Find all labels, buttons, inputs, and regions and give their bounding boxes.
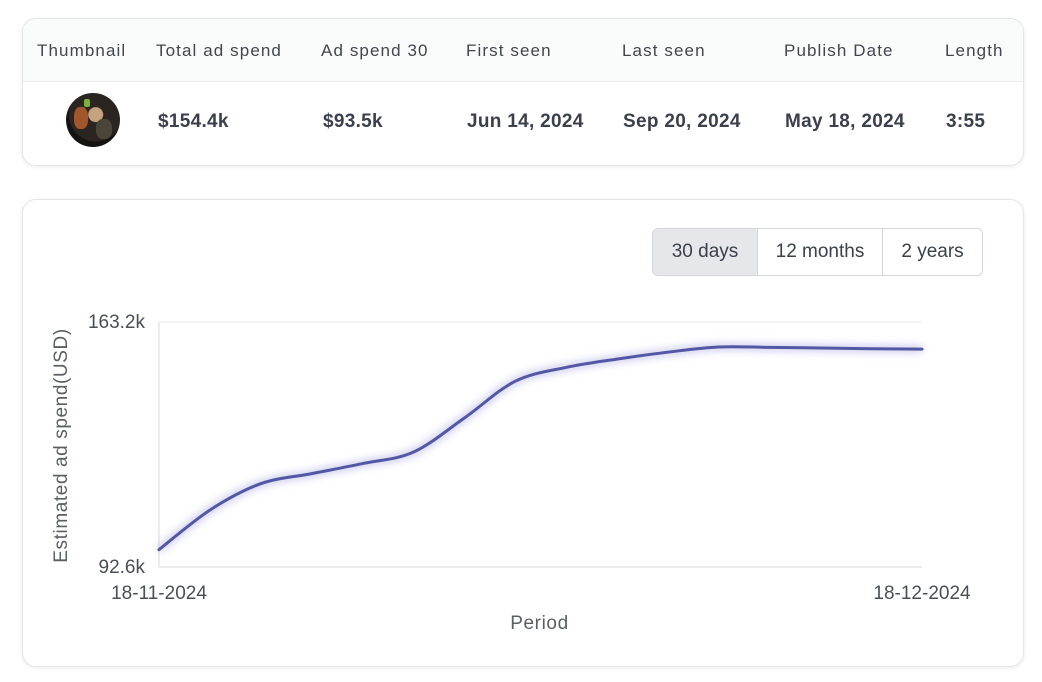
column-header-ad-spend-30: Ad spend 30 xyxy=(321,41,429,60)
last-seen-value: Sep 20, 2024 xyxy=(623,111,741,132)
ad-spend-line-chart: 163.2k 92.6k 18-11-2024 18-12-2024 Perio… xyxy=(51,312,971,634)
range-30-days-button[interactable]: 30 days xyxy=(653,229,758,275)
y-tick-label-max: 163.2k xyxy=(88,312,146,333)
video-thumbnail[interactable] xyxy=(66,93,120,147)
range-12-months-button[interactable]: 12 months xyxy=(758,229,883,275)
length-value: 3:55 xyxy=(946,111,986,132)
y-tick-label-min: 92.6k xyxy=(99,557,146,578)
column-header-last-seen: Last seen xyxy=(622,41,706,60)
series-line-glow xyxy=(156,343,923,553)
range-2-years-button[interactable]: 2 years xyxy=(883,229,982,275)
x-axis-title: Period xyxy=(510,613,569,634)
time-range-selector: 30 days 12 months 2 years xyxy=(652,228,983,276)
column-header-publish-date: Publish Date xyxy=(784,41,894,60)
x-tick-label-start: 18-11-2024 xyxy=(111,583,207,604)
column-header-thumbnail: Thumbnail xyxy=(37,41,127,60)
ad-details-table: Thumbnail Total ad spend Ad spend 30 Fir… xyxy=(22,18,1024,166)
y-axis-title: Estimated ad spend(USD) xyxy=(51,328,72,563)
table-header-row: Thumbnail Total ad spend Ad spend 30 Fir… xyxy=(23,19,1023,82)
ad-spend-30-value: $93.5k xyxy=(323,111,383,132)
column-header-length: Length xyxy=(945,41,1004,60)
first-seen-value: Jun 14, 2024 xyxy=(467,111,584,132)
column-header-first-seen: First seen xyxy=(466,41,552,60)
x-tick-label-end: 18-12-2024 xyxy=(873,583,971,604)
ad-spend-chart-card: 30 days 12 months 2 years 163.2k 92.6k 1… xyxy=(22,199,1024,667)
series-line xyxy=(157,345,924,552)
publish-date-value: May 18, 2024 xyxy=(785,111,905,132)
column-header-total-ad-spend: Total ad spend xyxy=(156,41,282,60)
total-ad-spend-value: $154.4k xyxy=(158,111,229,132)
